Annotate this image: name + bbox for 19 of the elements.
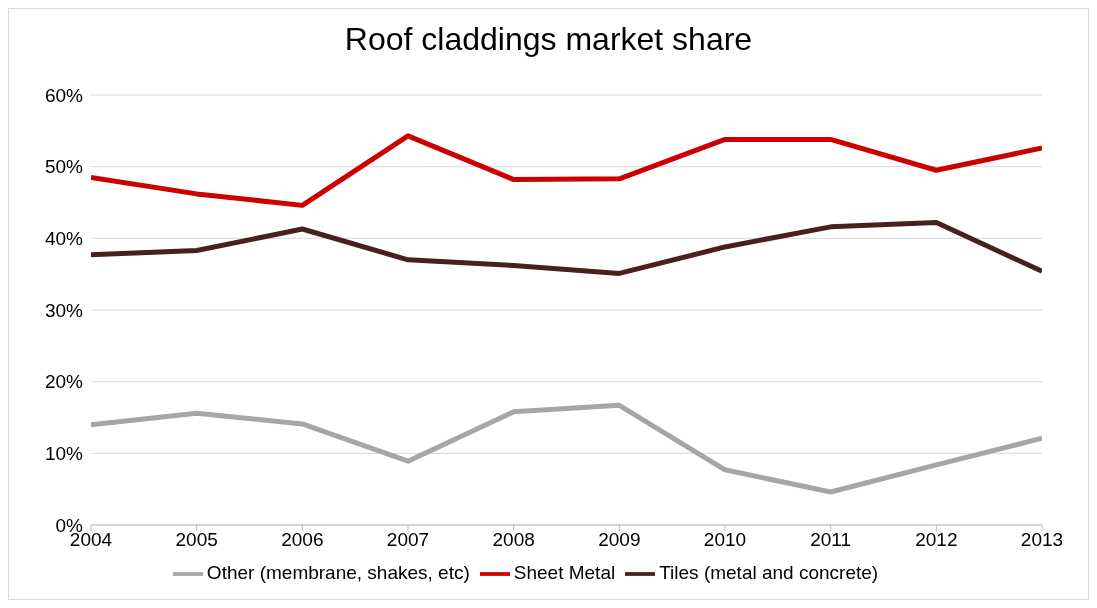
y-tick-label: 50% — [44, 156, 84, 178]
y-tick-label: 60% — [44, 84, 84, 106]
x-tick-label: 2009 — [598, 529, 641, 551]
x-tick-label: 2006 — [281, 529, 324, 551]
x-tick-label: 2010 — [703, 529, 747, 551]
y-tick-label: 20% — [44, 371, 84, 393]
y-tick-label: 40% — [44, 228, 84, 250]
x-tick-label: 2012 — [915, 529, 958, 551]
chart-title: Roof claddings market share — [343, 21, 754, 59]
x-tick-label: 2013 — [1020, 529, 1064, 551]
legend-label: Other (membrane, shakes, etc) — [206, 562, 470, 584]
x-tick-label: 2005 — [175, 529, 218, 551]
x-tick-label: 2008 — [492, 529, 535, 551]
legend-label: Tiles (metal and concrete) — [659, 562, 879, 584]
y-tick-label: 30% — [44, 299, 84, 321]
y-tick-label: 10% — [44, 443, 84, 465]
x-tick-label: 2011 — [810, 529, 852, 551]
x-tick-label: 2007 — [386, 529, 430, 551]
legend-label: Sheet Metal — [513, 562, 616, 584]
